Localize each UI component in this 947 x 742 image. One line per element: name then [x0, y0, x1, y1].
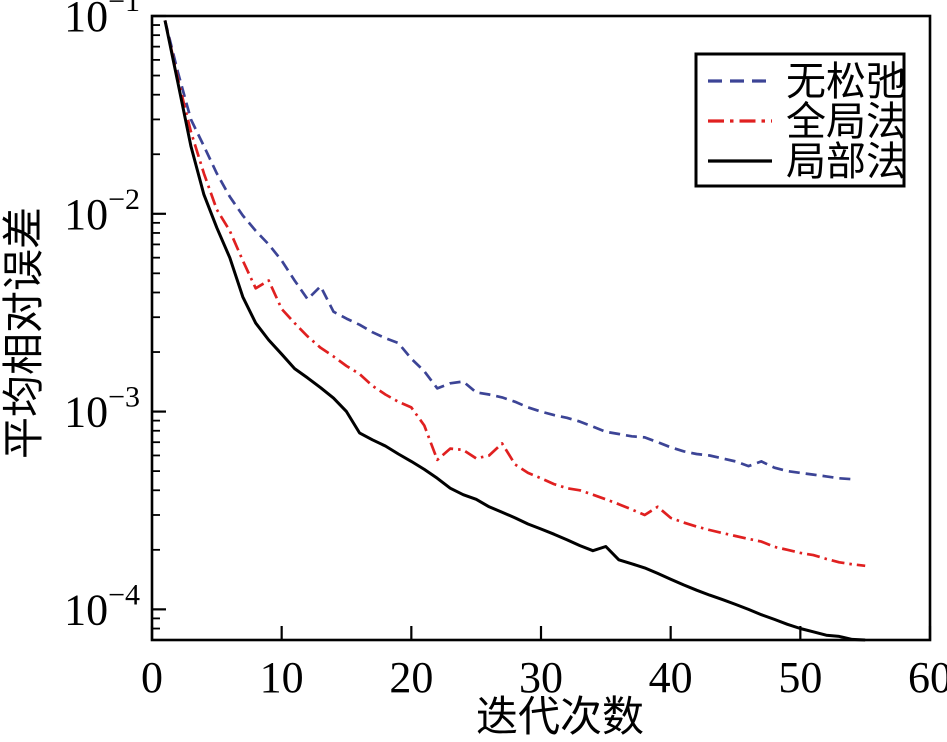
x-tick-label: 0 [141, 653, 163, 702]
x-tick-label: 60 [908, 653, 947, 702]
axes-layer: 0 10 20 30 40 50 60 10−1 10−2 10−3 10−4 [64, 0, 947, 702]
legend-item-2: 局部法 [708, 139, 906, 184]
legend-label-1: 全局法 [786, 99, 906, 144]
legend-item-0: 无松弛 [708, 59, 906, 104]
curve-2 [163, 20, 866, 642]
curves-layer [163, 20, 866, 642]
legend-item-1: 全局法 [708, 99, 906, 144]
x-axis-title: 迭代次数 [476, 695, 644, 741]
x-tick-label: 30 [519, 653, 563, 702]
legend-label-0: 无松弛 [786, 59, 906, 104]
y-tick-label: 10−4 [64, 578, 140, 634]
x-tick-label: 50 [778, 653, 822, 702]
x-tick-label: 10 [260, 653, 304, 702]
y-axis-title: 平均相对误差 [2, 207, 48, 459]
legend-label-2: 局部法 [786, 139, 906, 184]
y-tick-label: 10−3 [64, 381, 140, 437]
y-tick-label: 10−1 [64, 0, 140, 41]
y-tick-label: 10−2 [64, 183, 140, 239]
legend: 无松弛 全局法 局部法 [694, 52, 906, 188]
x-tick-label: 40 [649, 653, 693, 702]
x-tick-label: 20 [389, 653, 433, 702]
